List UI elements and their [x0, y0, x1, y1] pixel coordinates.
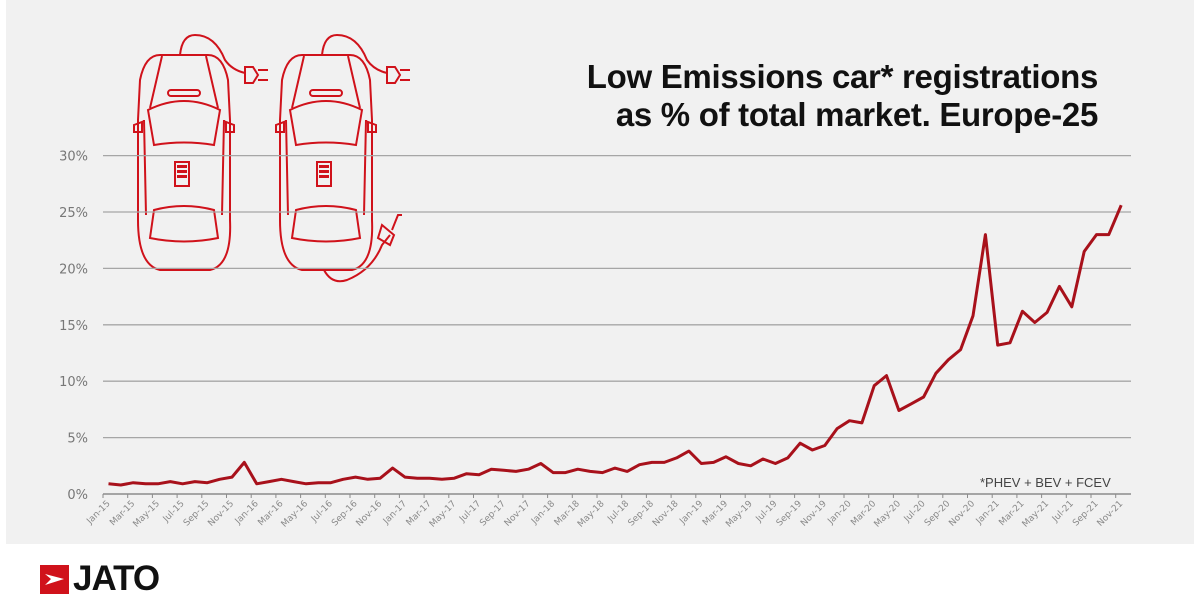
jato-logo: JATO — [40, 559, 160, 598]
x-tick-label: May-17 — [428, 499, 459, 530]
x-tick-label: Sep-16 — [330, 499, 360, 529]
x-tick-label: Jan-21 — [974, 499, 1002, 527]
x-tick-label: Nov-16 — [355, 499, 385, 529]
x-tick-label: Nov-21 — [1096, 499, 1126, 529]
x-tick-label: Jan-16 — [233, 499, 261, 527]
x-tick-label: Jan-17 — [381, 499, 409, 527]
x-tick-label: Sep-21 — [1071, 499, 1100, 528]
chart-title: Low Emissions car* registrations as % of… — [586, 58, 1099, 134]
y-tick-label: 10% — [59, 375, 88, 390]
car-icon — [133, 33, 268, 271]
x-tick-label: Nov-15 — [206, 499, 236, 529]
jato-logo-text: JATO — [73, 559, 160, 598]
x-tick-label: Jan-15 — [85, 499, 113, 527]
x-tick-label: May-21 — [1021, 499, 1052, 530]
chart-title-line-1: Low Emissions car* registrations — [586, 58, 1099, 95]
x-tick-label: May-19 — [724, 499, 755, 530]
x-tick-label: Sep-15 — [182, 499, 211, 528]
x-tick-label: May-16 — [280, 499, 311, 530]
x-tick-label: Jan-18 — [529, 499, 557, 527]
x-tick-label: Sep-17 — [478, 499, 507, 528]
x-tick-label: Sep-19 — [775, 499, 805, 529]
y-tick-label: 0% — [67, 488, 88, 503]
x-tick-label: Nov-17 — [503, 499, 533, 529]
y-tick-label: 5% — [67, 432, 88, 447]
x-tick-label: Jan-20 — [826, 499, 854, 527]
car-icon — [275, 33, 410, 283]
y-tick-label: 20% — [59, 262, 88, 277]
x-tick-label: Nov-18 — [651, 499, 681, 529]
y-tick-label: 15% — [59, 319, 88, 334]
x-tick-label: Nov-19 — [799, 499, 829, 529]
y-tick-label: 25% — [59, 206, 88, 221]
x-tick-label: May-20 — [873, 499, 904, 530]
x-tick-label: Sep-18 — [627, 499, 657, 529]
y-tick-label: 30% — [59, 150, 88, 165]
x-tick-label: Nov-20 — [947, 499, 977, 529]
x-tick-label: May-15 — [132, 499, 163, 530]
chart-panel — [6, 0, 1194, 544]
x-tick-label: Jan-19 — [677, 499, 705, 527]
electric-cars-icon — [133, 33, 410, 283]
chart-title-line-2: as % of total market. Europe-25 — [615, 96, 1098, 133]
x-tick-label: May-18 — [576, 499, 607, 530]
data-line — [108, 204, 1123, 487]
x-tick-label: Sep-20 — [923, 499, 953, 529]
footnote-annotation: *PHEV + BEV + FCEV — [980, 475, 1111, 490]
jato-logo-mark-icon — [40, 564, 69, 594]
